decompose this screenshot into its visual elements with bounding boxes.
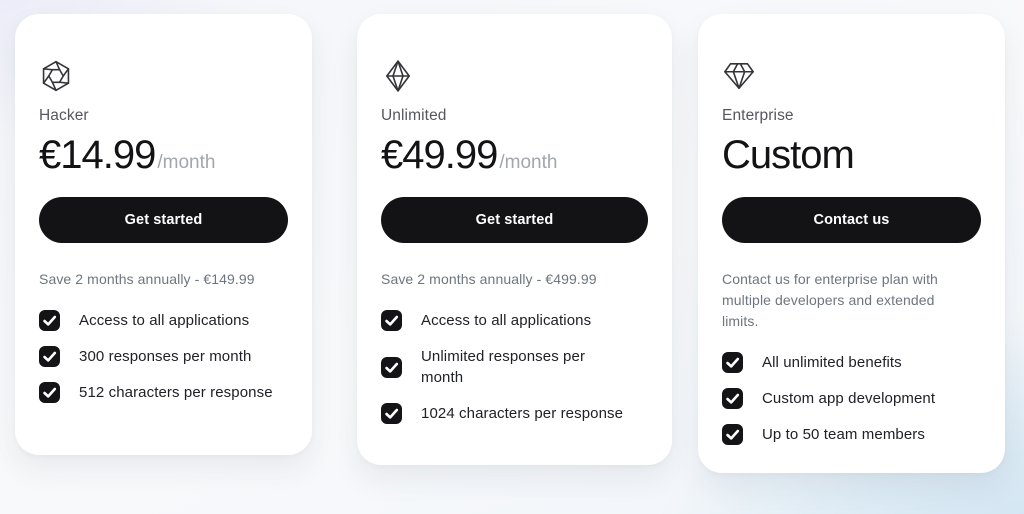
feature-label: Access to all applications: [421, 312, 592, 329]
checkbox-checked-icon: [39, 310, 60, 331]
feature-item: Unlimited responses per month: [381, 346, 648, 388]
feature-label: 512 characters per response: [79, 384, 273, 401]
feature-label: Up to 50 team members: [762, 426, 925, 443]
pricing-card-unlimited: Unlimited €49.99 /month Get started Save…: [357, 14, 672, 465]
feature-label: 300 responses per month: [79, 348, 252, 365]
feature-list: All unlimited benefits Custom app develo…: [722, 352, 981, 445]
contact-us-button[interactable]: Contact us: [722, 197, 981, 243]
plan-price: €49.99: [381, 133, 498, 177]
checkbox-checked-icon: [722, 352, 743, 373]
octahedron-gem-icon: [381, 59, 415, 93]
hexagon-gem-icon: [39, 59, 73, 93]
get-started-button[interactable]: Get started: [39, 197, 288, 243]
price-period: /month: [499, 152, 558, 173]
plan-name: Enterprise: [722, 107, 794, 124]
feature-item: 1024 characters per response: [381, 403, 648, 424]
checkbox-checked-icon: [381, 356, 402, 378]
feature-list: Access to all applications Unlimited res…: [381, 310, 648, 424]
checkbox-checked-icon: [39, 382, 60, 403]
feature-label: Access to all applications: [79, 312, 250, 329]
pricing-card-enterprise: Enterprise Custom Contact us Contact us …: [698, 14, 1005, 473]
diamond-icon: [722, 59, 756, 93]
price-row: Custom: [722, 134, 981, 176]
feature-list: Access to all applications 300 responses…: [39, 310, 288, 403]
pricing-card-hacker: Hacker €14.99 /month Get started Save 2 …: [15, 14, 312, 455]
feature-label: Unlimited responses per month: [421, 348, 586, 386]
annual-savings-note: Save 2 months annually - €149.99: [39, 271, 255, 287]
plan-name: Hacker: [39, 107, 89, 124]
feature-label: All unlimited benefits: [762, 354, 902, 371]
feature-item: Custom app development: [722, 388, 981, 409]
enterprise-description: Contact us for enterprise plan with mult…: [722, 271, 938, 329]
plan-price: Custom: [722, 133, 855, 177]
price-row: €14.99 /month: [39, 134, 288, 176]
get-started-button[interactable]: Get started: [381, 197, 648, 243]
annual-savings-note: Save 2 months annually - €499.99: [381, 271, 597, 287]
checkbox-checked-icon: [381, 403, 402, 424]
checkbox-checked-icon: [39, 346, 60, 367]
plan-price: €14.99: [39, 133, 156, 177]
feature-item: Access to all applications: [39, 310, 288, 331]
feature-item: All unlimited benefits: [722, 352, 981, 373]
feature-item: Access to all applications: [381, 310, 648, 331]
price-period: /month: [157, 152, 216, 173]
checkbox-checked-icon: [722, 388, 743, 409]
feature-item: Up to 50 team members: [722, 424, 981, 445]
price-row: €49.99 /month: [381, 134, 648, 176]
checkbox-checked-icon: [381, 310, 402, 331]
feature-label: Custom app development: [762, 390, 936, 407]
feature-item: 512 characters per response: [39, 382, 288, 403]
feature-item: 300 responses per month: [39, 346, 288, 367]
feature-label: 1024 characters per response: [421, 405, 624, 422]
plan-name: Unlimited: [381, 107, 447, 124]
checkbox-checked-icon: [722, 424, 743, 445]
